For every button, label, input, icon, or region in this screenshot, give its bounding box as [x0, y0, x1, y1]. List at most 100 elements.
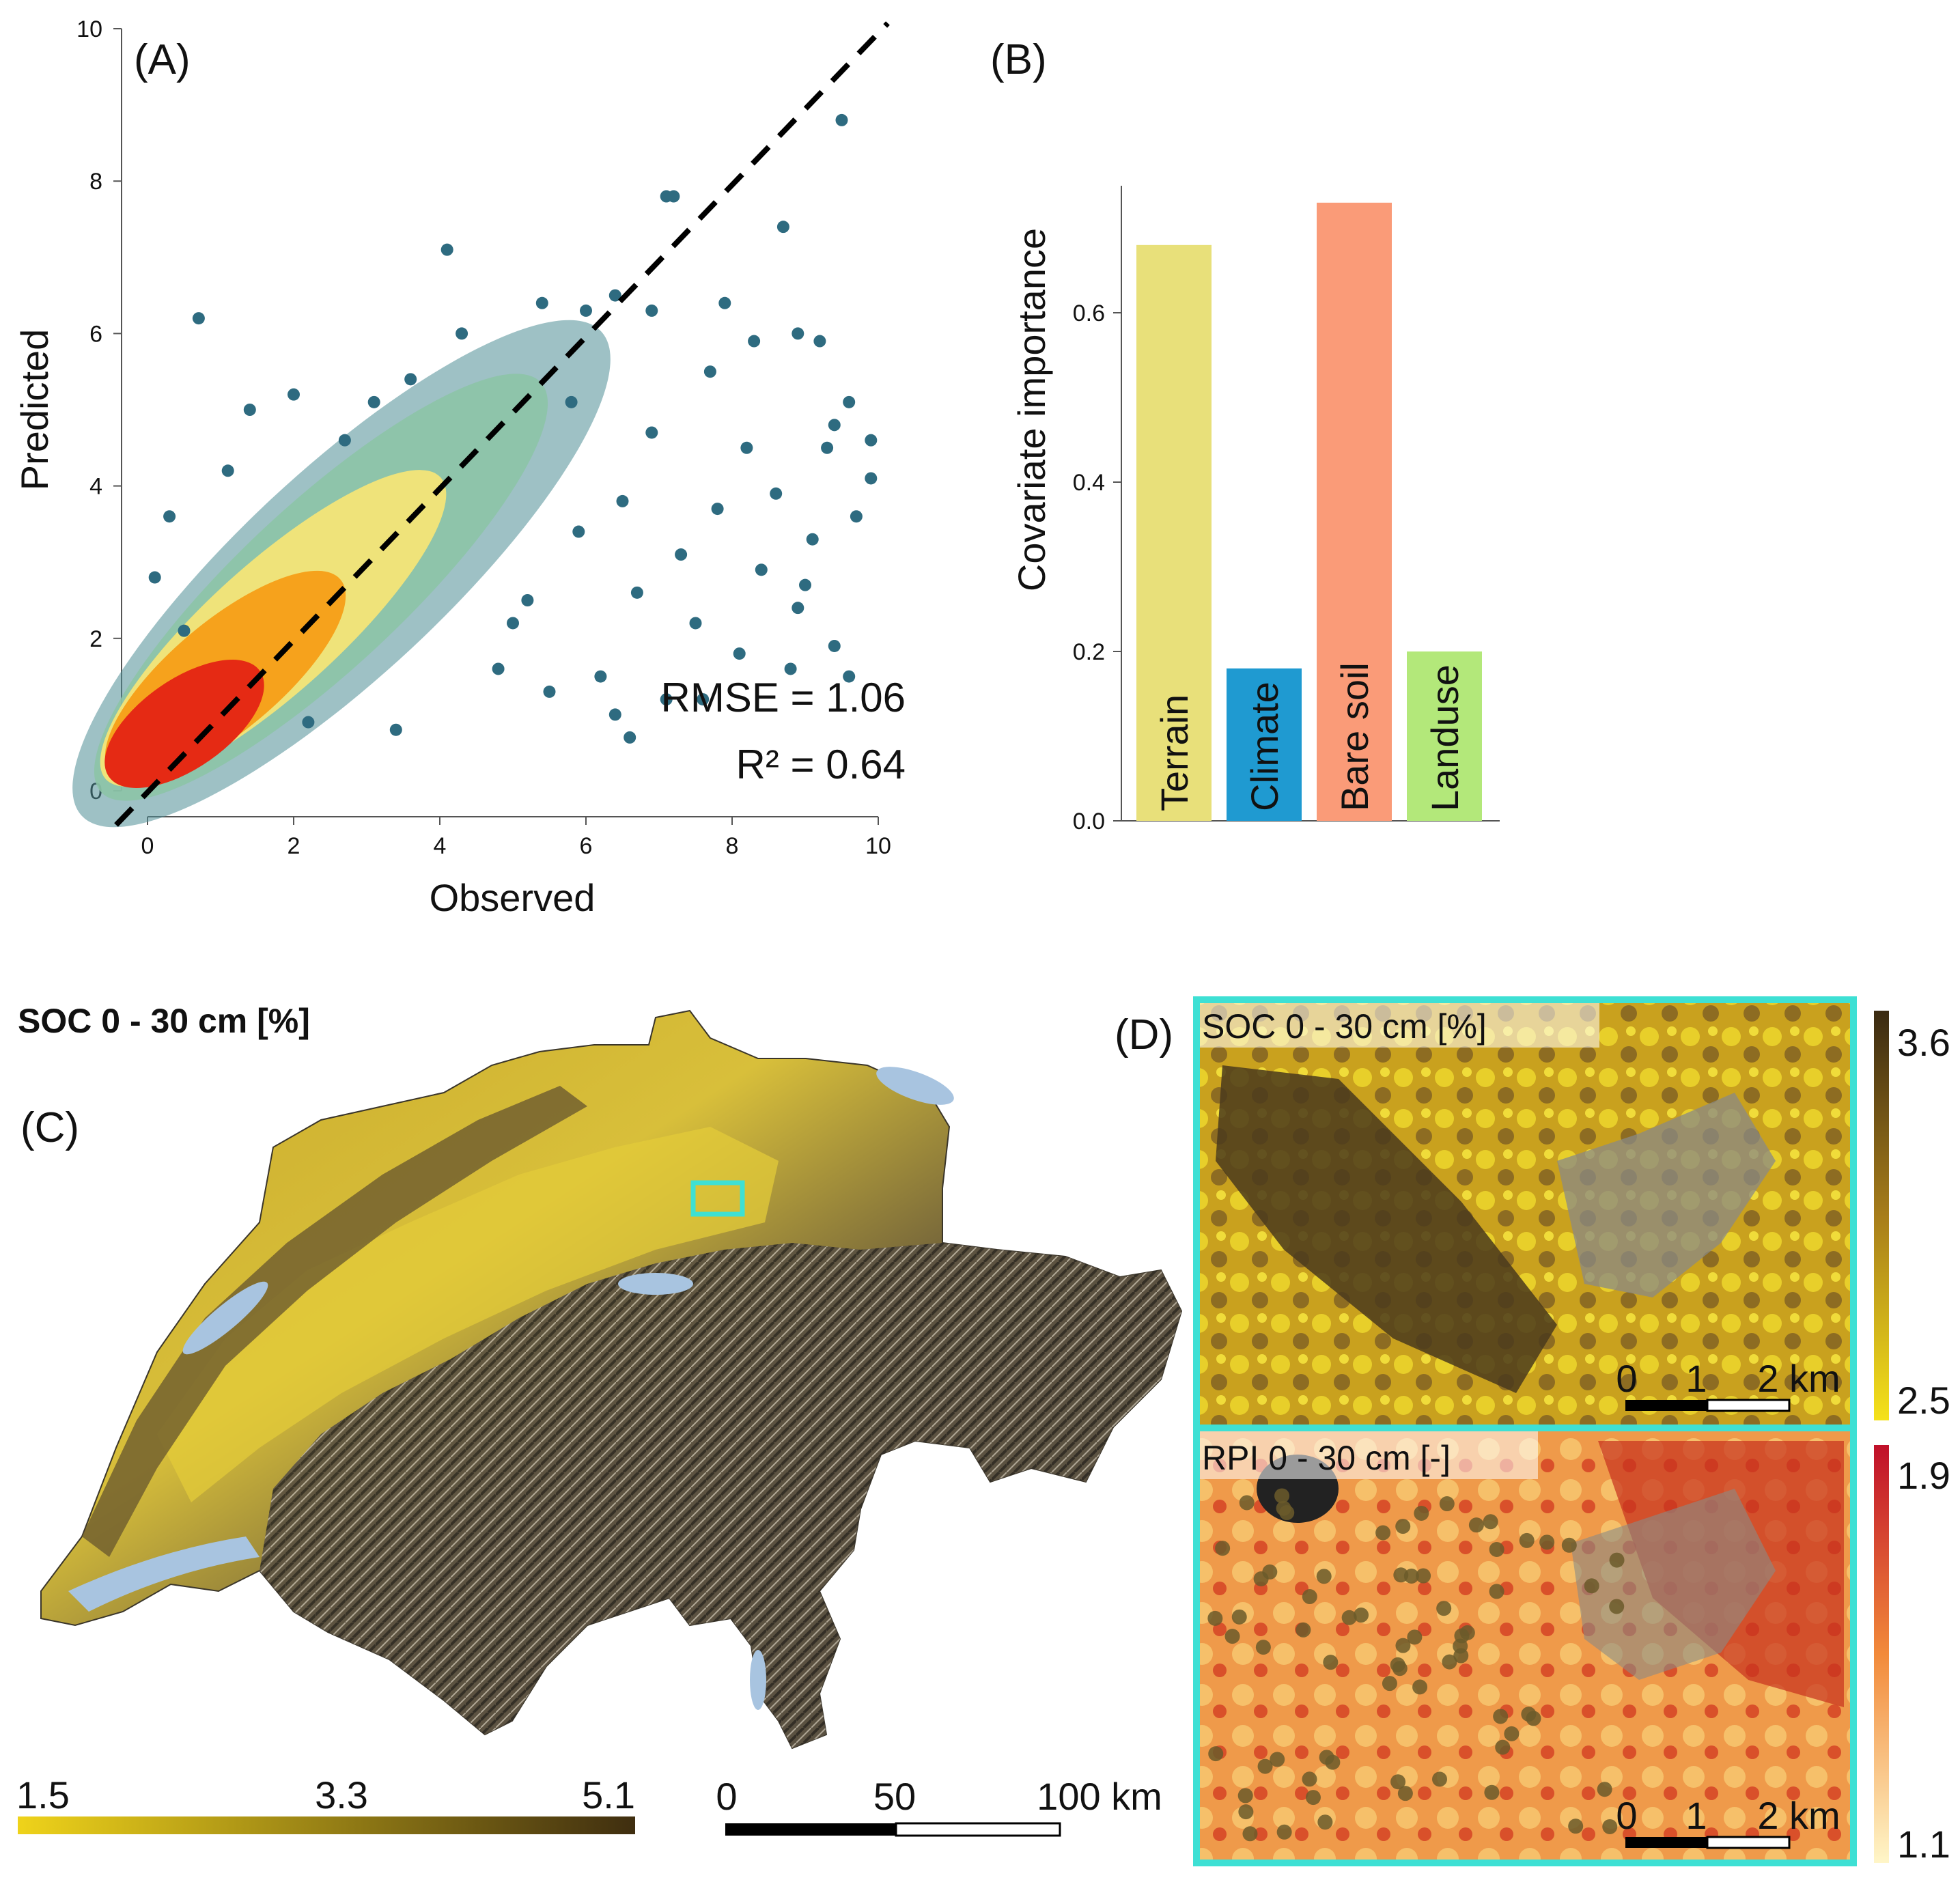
bar-label: Bare soil — [1333, 662, 1376, 811]
scatter-point — [660, 693, 673, 706]
rpi-sample-point — [1597, 1782, 1612, 1797]
scatter-point — [404, 373, 417, 386]
r2-annotation: R² = 0.64 — [736, 742, 906, 787]
rpi-sample-point — [1495, 1739, 1511, 1755]
rpi-sample-point — [1609, 1599, 1625, 1614]
inset-soc-scale-white — [1706, 1399, 1791, 1412]
scatter-point — [178, 624, 191, 637]
rpi-sample-point — [1539, 1534, 1555, 1550]
scatter-x-tick-label: 6 — [580, 833, 593, 859]
one-to-one-line — [114, 21, 890, 827]
rpi-sample-point — [1395, 1638, 1411, 1653]
rpi-sample-point — [1561, 1537, 1577, 1553]
scatter-point — [770, 487, 783, 500]
scatter-y-tick-label: 4 — [89, 474, 102, 500]
scatter-point — [667, 190, 680, 203]
rpi-inset-colorbar — [1874, 1445, 1889, 1863]
rpi-sample-point — [1390, 1657, 1405, 1672]
scatter-point — [543, 685, 556, 698]
rpi-sample-point — [1239, 1495, 1255, 1511]
rpi-sample-point — [1354, 1608, 1369, 1623]
lake-geneva — [68, 1537, 260, 1612]
scatter-point — [843, 395, 856, 408]
rpi-sample-point — [1238, 1804, 1254, 1820]
scatter-point — [456, 327, 468, 340]
rpi-sample-point — [1262, 1564, 1278, 1580]
rpi-sample-point — [1390, 1774, 1406, 1790]
scatter-point — [835, 113, 848, 126]
plateau-relief — [157, 1127, 779, 1502]
scatter-point — [792, 327, 804, 340]
rpi-sample-point — [1375, 1525, 1391, 1541]
density-core — [104, 660, 264, 788]
inset-rpi-scale-0: 0 — [1616, 1794, 1637, 1837]
scatter-point — [697, 693, 710, 706]
scatter-point — [711, 503, 724, 516]
scatter-point — [367, 395, 380, 408]
inset-soc-scale-2: 2 km — [1757, 1357, 1840, 1400]
inset-soc-dark-ridge — [1216, 1065, 1557, 1393]
rpi-sample-point — [1453, 1648, 1469, 1664]
rpi-sample-point — [1224, 1629, 1240, 1644]
rpi-sample-point — [1208, 1746, 1224, 1762]
lake-neuchatel — [182, 1281, 268, 1355]
scatter-x-tick-label: 10 — [865, 833, 891, 859]
scatter-point — [163, 510, 176, 523]
scatter-point — [221, 464, 234, 477]
bar-y-label: Covariate importance — [1010, 228, 1053, 591]
panel-a-label: (A) — [134, 36, 191, 83]
scatter-point — [565, 395, 578, 408]
scatter-x-tick-label: 8 — [726, 833, 739, 859]
scatter-point — [389, 723, 402, 736]
scatter-point — [192, 312, 205, 325]
scatter-y-label: Predicted — [13, 329, 56, 491]
bar-y-ticks: 0.0 0.2 0.4 0.6 — [1073, 300, 1121, 834]
lake-maggiore — [750, 1650, 766, 1710]
scatter-x-tick-label: 0 — [141, 833, 154, 859]
soc-colorbar-tick-min: 1.5 — [16, 1773, 70, 1816]
scatter-points — [148, 113, 878, 744]
scale-tick-0: 0 — [716, 1775, 737, 1818]
scatter-x-ticks: 0 2 4 6 8 10 — [141, 817, 891, 859]
rpi-sample-point — [1584, 1578, 1599, 1594]
scatter-point — [689, 617, 702, 630]
scatter-point — [492, 662, 505, 675]
inset-rpi-title: RPI 0 - 30 cm [-] — [1202, 1439, 1451, 1477]
scatter-point — [572, 525, 585, 538]
rpi-sample-point — [1439, 1496, 1455, 1512]
rpi-sample-point — [1609, 1552, 1625, 1568]
scatter-point — [608, 708, 621, 721]
scatter-point — [521, 594, 534, 606]
scatter-point — [302, 716, 315, 729]
inset-soc: SOC 0 - 30 cm [%] 0 1 2 km — [1196, 1000, 1853, 1425]
scatter-point — [733, 647, 746, 660]
rpi-sample-point — [1493, 1709, 1509, 1724]
bar-label: Terrain — [1153, 695, 1196, 811]
rpi-sample-point — [1568, 1819, 1584, 1834]
rpi-sample-point — [1207, 1610, 1223, 1626]
panel-c-label: (C) — [20, 1104, 79, 1151]
panel-c: SOC 0 - 30 cm [%] (C) 1.5 3.3 5.1 0 50 1… — [16, 1002, 1183, 1837]
rpi-inset-colorbar-min: 1.1 — [1897, 1823, 1950, 1866]
scatter-point — [828, 639, 841, 652]
lake-constance — [876, 1067, 954, 1105]
rpi-sample-point — [1489, 1584, 1504, 1599]
bar-y-tick-label: 0.6 — [1073, 300, 1105, 326]
inset-rpi: RPI 0 - 30 cm [-] 0 1 2 km — [1196, 1431, 1853, 1863]
inset-soc-scale-1: 1 — [1685, 1357, 1707, 1400]
bar-climate — [1227, 668, 1302, 821]
scatter-x-tick-label: 2 — [288, 833, 300, 859]
rpi-sample-point — [1432, 1771, 1448, 1787]
scatter-point — [440, 243, 453, 256]
scatter-point — [675, 548, 688, 561]
rpi-sample-point — [1382, 1676, 1397, 1692]
inset-soc-title-bg — [1196, 1000, 1599, 1048]
soc-inset-colorbar — [1874, 1011, 1889, 1420]
scatter-point — [507, 617, 519, 630]
scale-tick-50: 50 — [873, 1775, 916, 1818]
rpi-sample-point — [1484, 1784, 1500, 1800]
rpi-sample-point — [1323, 1655, 1339, 1670]
alps-relief — [260, 1243, 1181, 1748]
rpi-sample-point — [1414, 1506, 1429, 1521]
